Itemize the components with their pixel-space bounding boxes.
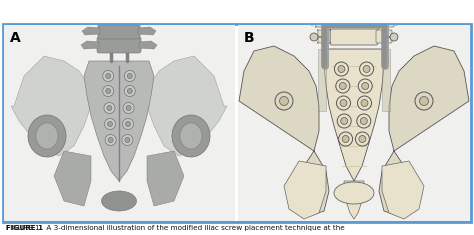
Circle shape xyxy=(357,96,372,110)
Polygon shape xyxy=(324,49,384,181)
Circle shape xyxy=(361,99,368,106)
Circle shape xyxy=(356,132,369,146)
Circle shape xyxy=(103,70,114,82)
FancyBboxPatch shape xyxy=(317,30,331,43)
Circle shape xyxy=(125,137,130,142)
Bar xyxy=(3,24,471,222)
Circle shape xyxy=(357,114,371,128)
Circle shape xyxy=(306,1,314,9)
FancyBboxPatch shape xyxy=(99,9,139,25)
Circle shape xyxy=(363,66,370,73)
Circle shape xyxy=(122,118,134,129)
Polygon shape xyxy=(344,181,364,219)
Circle shape xyxy=(124,86,135,97)
FancyBboxPatch shape xyxy=(378,14,394,27)
Circle shape xyxy=(360,118,367,125)
Polygon shape xyxy=(83,13,101,21)
FancyBboxPatch shape xyxy=(98,23,140,39)
Circle shape xyxy=(123,102,134,114)
Circle shape xyxy=(338,66,345,73)
Circle shape xyxy=(334,62,348,76)
Polygon shape xyxy=(84,61,154,181)
Circle shape xyxy=(108,137,113,142)
FancyBboxPatch shape xyxy=(326,0,382,13)
Circle shape xyxy=(342,136,349,142)
Polygon shape xyxy=(136,0,154,7)
Circle shape xyxy=(394,1,402,9)
Circle shape xyxy=(338,132,353,146)
Circle shape xyxy=(308,17,316,25)
FancyBboxPatch shape xyxy=(328,12,380,29)
Ellipse shape xyxy=(334,182,374,204)
Bar xyxy=(3,220,471,223)
FancyBboxPatch shape xyxy=(100,0,138,11)
FancyBboxPatch shape xyxy=(97,37,141,53)
Circle shape xyxy=(358,79,372,93)
Circle shape xyxy=(122,134,133,145)
Polygon shape xyxy=(147,151,184,206)
Circle shape xyxy=(108,121,112,126)
Ellipse shape xyxy=(28,115,66,157)
Circle shape xyxy=(359,136,366,142)
Circle shape xyxy=(104,118,116,129)
Circle shape xyxy=(124,70,135,82)
Polygon shape xyxy=(137,13,155,21)
Polygon shape xyxy=(54,151,91,206)
Circle shape xyxy=(337,114,351,128)
Circle shape xyxy=(128,74,132,78)
Polygon shape xyxy=(84,0,102,7)
Circle shape xyxy=(336,79,350,93)
Text: A: A xyxy=(10,31,21,45)
Polygon shape xyxy=(239,46,329,216)
FancyBboxPatch shape xyxy=(380,0,396,11)
Circle shape xyxy=(390,33,398,41)
Circle shape xyxy=(341,118,348,125)
Circle shape xyxy=(310,33,318,41)
Circle shape xyxy=(362,82,369,90)
Ellipse shape xyxy=(101,191,137,211)
FancyBboxPatch shape xyxy=(330,28,378,45)
Text: FIGURE 1   A 3-dimensional illustration of the modified iliac screw placement te: FIGURE 1 A 3-dimensional illustration of… xyxy=(6,225,345,231)
Polygon shape xyxy=(382,49,390,111)
Circle shape xyxy=(126,106,131,110)
Circle shape xyxy=(104,102,115,114)
FancyBboxPatch shape xyxy=(315,14,329,27)
Circle shape xyxy=(280,97,289,106)
Circle shape xyxy=(128,89,132,94)
Ellipse shape xyxy=(36,123,58,149)
Polygon shape xyxy=(284,161,326,219)
Circle shape xyxy=(107,106,112,110)
Polygon shape xyxy=(81,41,99,49)
Circle shape xyxy=(415,92,433,110)
Polygon shape xyxy=(379,46,469,216)
Bar xyxy=(4,25,235,221)
FancyBboxPatch shape xyxy=(313,0,327,11)
Circle shape xyxy=(360,62,374,76)
FancyBboxPatch shape xyxy=(376,30,392,43)
Polygon shape xyxy=(318,49,326,111)
Text: FIGURE 1: FIGURE 1 xyxy=(6,225,43,231)
Circle shape xyxy=(337,96,350,110)
Circle shape xyxy=(106,74,111,78)
Circle shape xyxy=(339,82,346,90)
Polygon shape xyxy=(382,161,424,219)
Polygon shape xyxy=(139,41,157,49)
Text: B: B xyxy=(244,31,255,45)
Ellipse shape xyxy=(180,123,202,149)
Circle shape xyxy=(340,99,347,106)
Circle shape xyxy=(392,17,400,25)
Circle shape xyxy=(105,134,116,145)
Circle shape xyxy=(275,92,293,110)
Polygon shape xyxy=(82,27,100,35)
Circle shape xyxy=(126,121,130,126)
Polygon shape xyxy=(147,56,227,156)
Circle shape xyxy=(106,89,111,94)
Polygon shape xyxy=(138,27,156,35)
Circle shape xyxy=(103,86,114,97)
Polygon shape xyxy=(11,56,91,156)
Ellipse shape xyxy=(172,115,210,157)
Bar xyxy=(238,25,470,221)
Circle shape xyxy=(419,97,428,106)
